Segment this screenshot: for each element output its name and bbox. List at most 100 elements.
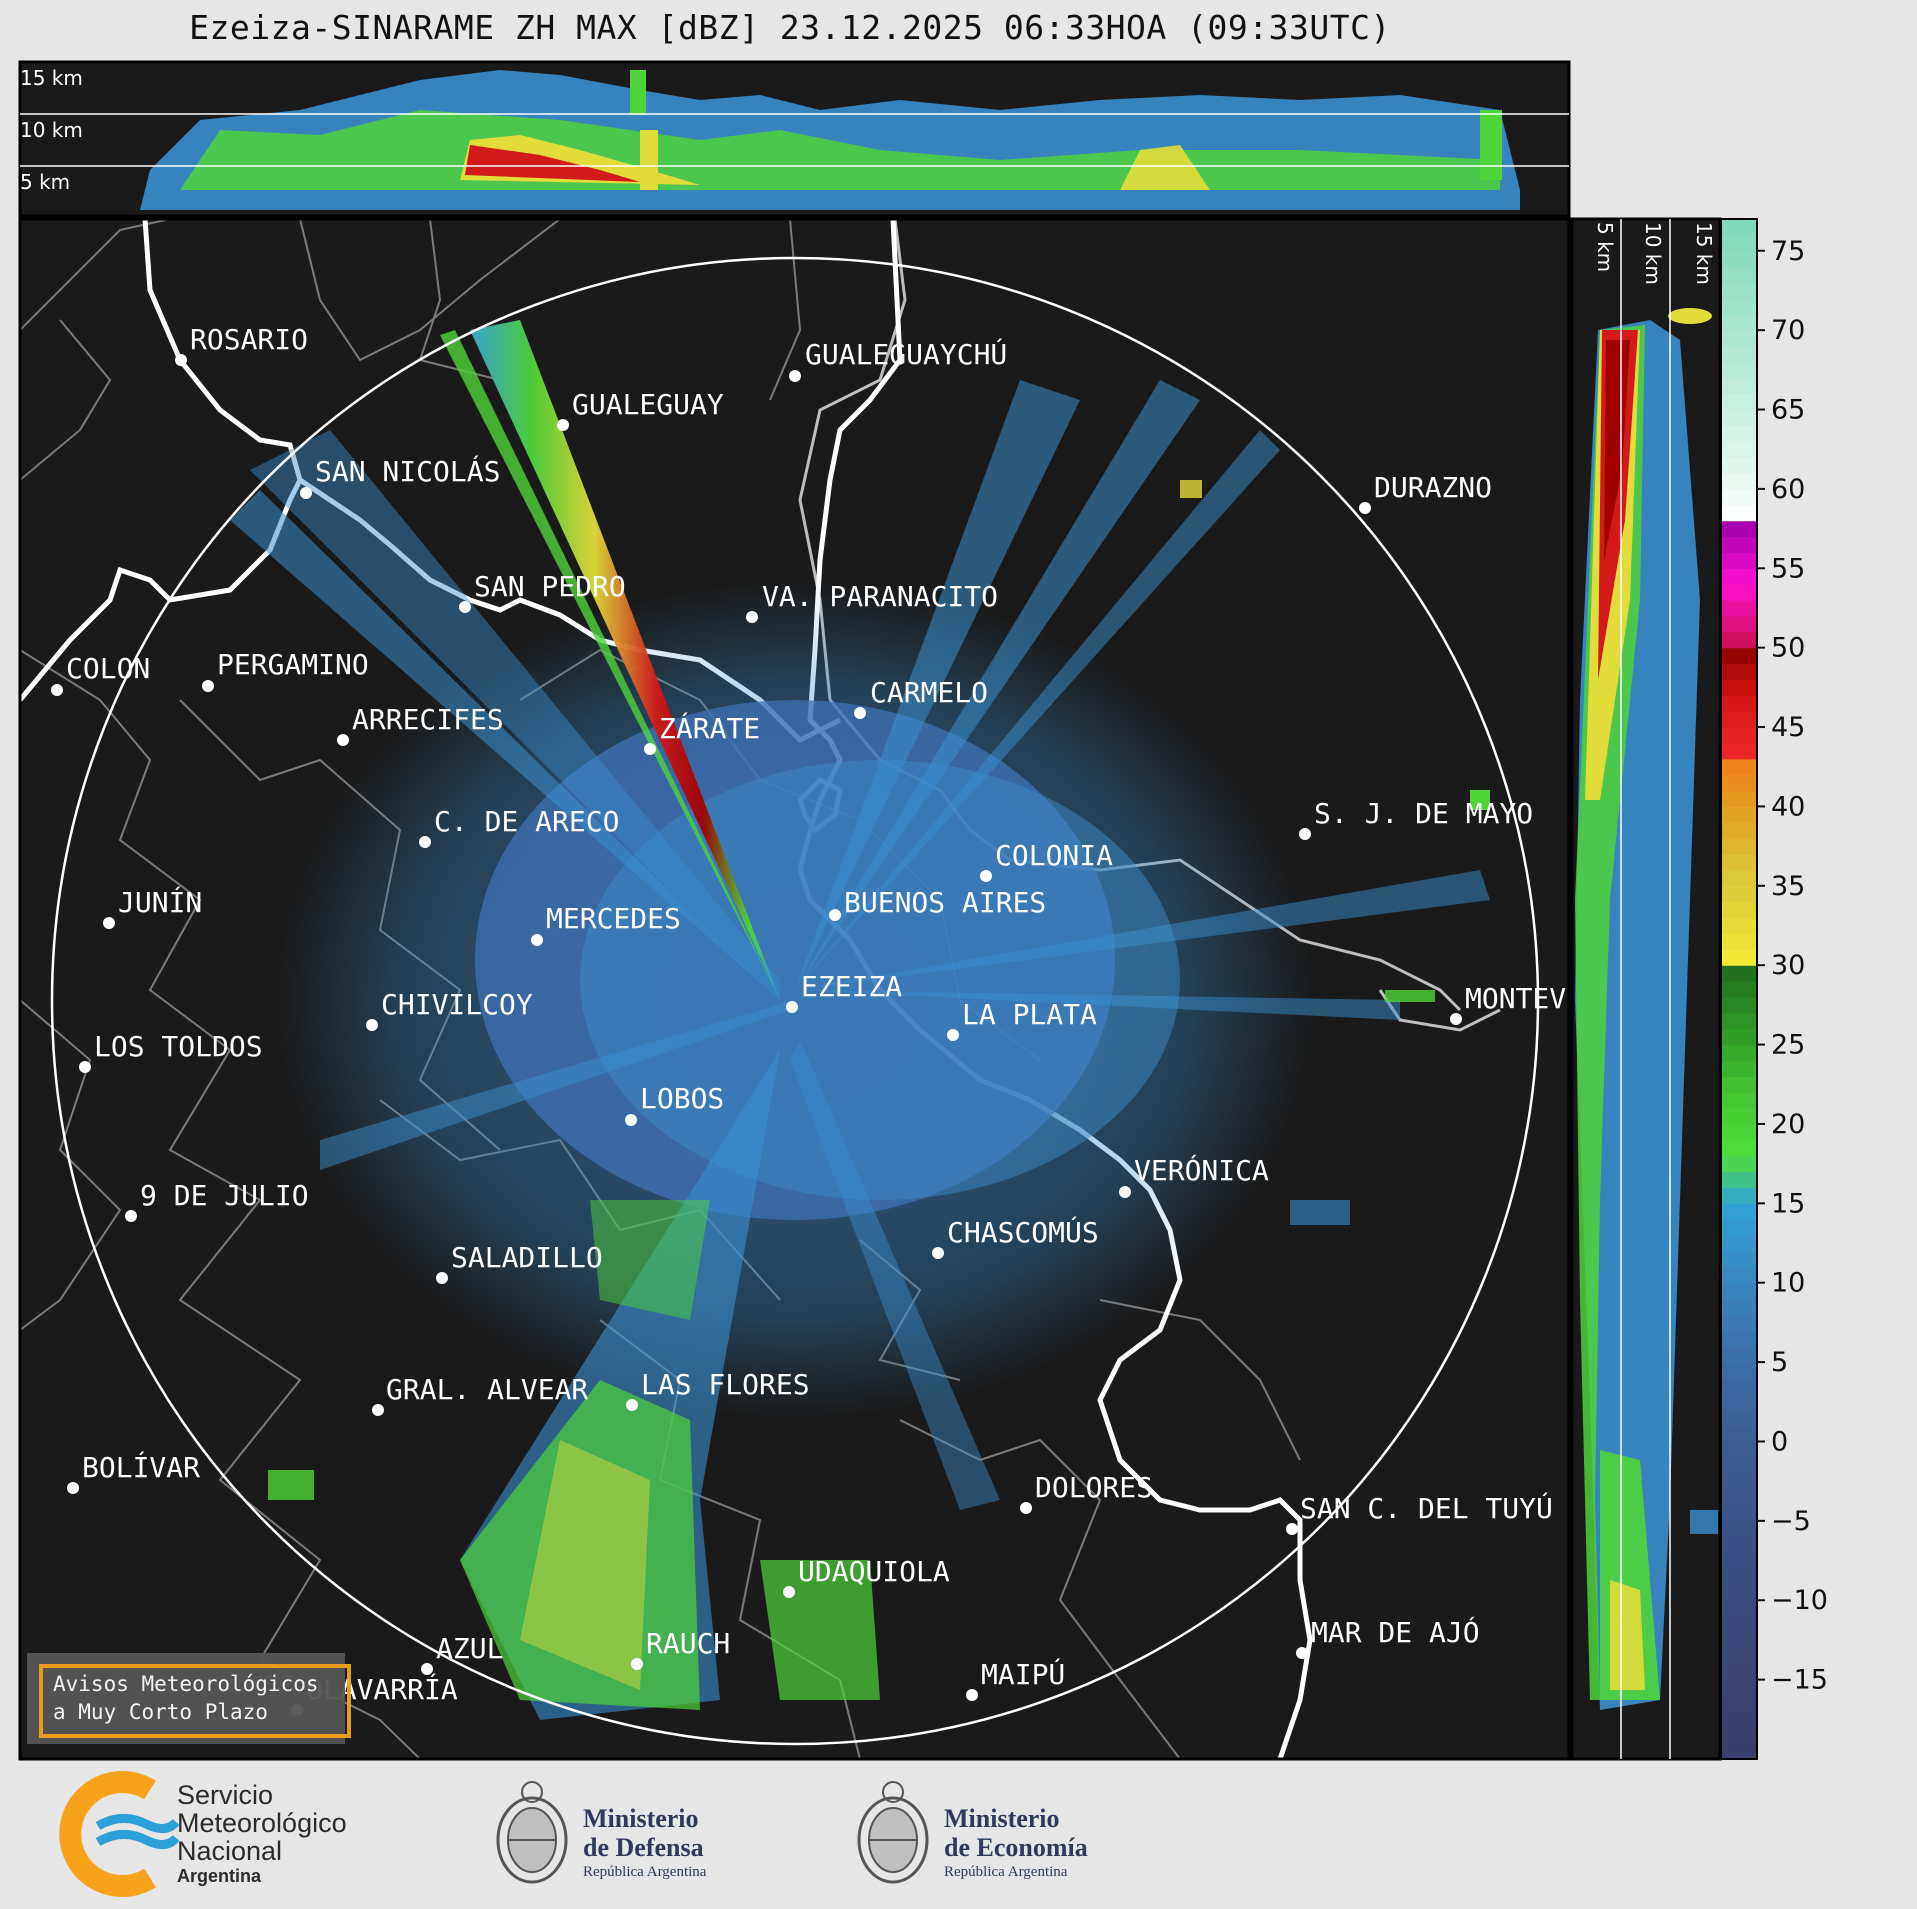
- smn-emblem-icon: [59, 1771, 180, 1897]
- colorbar-tick-label: 75: [1771, 236, 1805, 267]
- city-veronica: VERÓNICA: [1119, 1153, 1269, 1198]
- colorbar-tick-label: 40: [1771, 791, 1805, 822]
- svg-text:C. DE ARECO: C. DE ARECO: [434, 805, 619, 838]
- city-durazno: DURAZNO: [1359, 471, 1492, 514]
- warning-box[interactable]: Avisos Meteorológicos a Muy Corto Plazo: [27, 1653, 351, 1744]
- colorbar-segment: [1721, 1282, 1757, 1300]
- city-maipu: MAIPÚ: [966, 1657, 1065, 1701]
- colorbar-tick-label: −15: [1771, 1665, 1828, 1696]
- city-azul: AZUL: [421, 1632, 503, 1675]
- colorbar-segment: [1721, 1743, 1757, 1760]
- colorbar-tick-label: 0: [1771, 1426, 1788, 1457]
- colorbar-segment: [1721, 1377, 1757, 1395]
- colorbar-tick-label: 45: [1771, 712, 1805, 743]
- city-udaquiola: UDAQUIOLA: [783, 1555, 950, 1598]
- economia-logo: Ministerio de Economía República Argenti…: [857, 1781, 1088, 1884]
- svg-text:AZUL: AZUL: [436, 1632, 503, 1665]
- smn-line-4: Argentina: [177, 1866, 262, 1886]
- city-san-c-del-tuyu: SAN C. DEL TUYÚ: [1286, 1491, 1553, 1535]
- colorbar-tick-label: 10: [1771, 1268, 1805, 1299]
- colorbar-segment: [1721, 1393, 1757, 1411]
- map-panel: ROSARIO GUALEGUAYCHÚ GUALEGUAY SAN NICOL…: [18, 217, 1571, 1761]
- defensa-logo: Ministerio de Defensa República Argentin…: [496, 1781, 707, 1884]
- svg-text:LOS TOLDOS: LOS TOLDOS: [94, 1030, 263, 1063]
- colorbar-segment: [1721, 790, 1757, 808]
- svg-text:S. J. DE MAYO: S. J. DE MAYO: [1314, 797, 1533, 830]
- colorbar-segment: [1721, 1346, 1757, 1363]
- city-ezeiza: EZEIZA: [786, 970, 902, 1013]
- colorbar-segment: [1721, 1695, 1757, 1712]
- colorbar-segment: [1721, 441, 1757, 458]
- side-alt-label-10: 10 km: [1641, 222, 1665, 285]
- svg-text:GRAL. ALVEAR: GRAL. ALVEAR: [386, 1373, 588, 1406]
- svg-text:CARMELO: CARMELO: [870, 676, 988, 709]
- colorbar-segment: [1721, 282, 1757, 299]
- colorbar-segment: [1721, 981, 1757, 998]
- economia-line-3: República Argentina: [944, 1864, 1068, 1880]
- svg-text:CHASCOMÚS: CHASCOMÚS: [947, 1215, 1099, 1249]
- colorbar-segment: [1721, 965, 1757, 982]
- svg-text:MAIPÚ: MAIPÚ: [981, 1657, 1065, 1691]
- svg-text:VA. PARANACITO: VA. PARANACITO: [762, 580, 998, 613]
- colorbar-segment: [1721, 1504, 1757, 1522]
- colorbar-segment: [1721, 520, 1757, 538]
- chart-title: Ezeiza-SINARAME ZH MAX [dBZ] 23.12.2025 …: [189, 8, 1391, 47]
- svg-text:ROSARIO: ROSARIO: [190, 323, 308, 356]
- coat-of-arms-icon: [496, 1781, 568, 1884]
- warning-box-frame[interactable]: Avisos Meteorológicos a Muy Corto Plazo: [39, 1664, 351, 1738]
- colorbar-tick-label: 65: [1771, 395, 1805, 426]
- colorbar-segment: [1721, 933, 1757, 950]
- svg-text:BUENOS AIRES: BUENOS AIRES: [844, 886, 1046, 919]
- colorbar-segment: [1721, 1711, 1757, 1728]
- svg-text:SALADILLO: SALADILLO: [451, 1241, 603, 1274]
- city-mar-de-ajo: MAR DE AJÓ: [1296, 1615, 1480, 1659]
- colorbar-segment: [1721, 1235, 1757, 1252]
- colorbar-segment: [1721, 1060, 1757, 1077]
- city-gualeguaychu: GUALEGUAYCHÚ: [789, 337, 1007, 382]
- colorbar-segment: [1721, 901, 1757, 919]
- colorbar-segment: [1721, 1536, 1757, 1554]
- city-mercedes: MERCEDES: [531, 902, 681, 946]
- colorbar-segment: [1721, 1679, 1757, 1697]
- colorbar-segment: [1721, 1362, 1757, 1379]
- top-alt-label-15: 15 km: [20, 66, 83, 90]
- city-colonia: COLONIA: [980, 839, 1113, 882]
- colorbar-segment: [1721, 1441, 1757, 1458]
- colorbar-segment: [1721, 409, 1757, 426]
- colorbar-segment: [1721, 742, 1757, 760]
- svg-text:BOLÍVAR: BOLÍVAR: [82, 1450, 200, 1484]
- city-gral-alvear: GRAL. ALVEAR: [372, 1373, 588, 1416]
- city-layer: ROSARIO GUALEGUAYCHÚ GUALEGUAY SAN NICOL…: [51, 323, 1566, 1716]
- colorbar-segment: [1721, 1727, 1757, 1744]
- colorbar-segment: [1721, 1330, 1757, 1347]
- colorbar-tick-label: 60: [1771, 474, 1805, 505]
- colorbar-segment: [1721, 854, 1757, 871]
- colorbar-segment: [1721, 393, 1757, 411]
- colorbar-tick-label: 5: [1771, 1347, 1788, 1378]
- colorbar-segment: [1721, 1616, 1757, 1633]
- colorbar-segment: [1721, 361, 1757, 379]
- city-carmelo: CARMELO: [854, 676, 988, 719]
- colorbar-segment: [1721, 711, 1757, 728]
- svg-text:COLON: COLON: [66, 652, 150, 685]
- svg-text:LAS FLORES: LAS FLORES: [641, 1368, 810, 1401]
- colorbar-tick-label: −5: [1771, 1506, 1811, 1537]
- city-gualeguay: GUALEGUAY: [557, 388, 724, 431]
- colorbar-segment: [1721, 1663, 1757, 1681]
- defensa-line-2: de Defensa: [583, 1833, 704, 1862]
- colorbar-segment: [1721, 1409, 1757, 1427]
- city-zarate: ZÁRATE: [644, 711, 760, 755]
- colorbar-segment: [1721, 377, 1757, 395]
- colorbar-segment: [1721, 774, 1757, 792]
- svg-text:ZÁRATE: ZÁRATE: [659, 711, 760, 745]
- colorbar-tick-label: 55: [1771, 553, 1805, 584]
- colorbar-segment: [1721, 1584, 1757, 1601]
- svg-text:LOBOS: LOBOS: [640, 1082, 724, 1115]
- colorbar-segment: [1721, 1171, 1757, 1189]
- colorbar-segment: [1721, 250, 1757, 268]
- colorbar-segment: [1721, 488, 1757, 506]
- svg-text:MAR DE AJÓ: MAR DE AJÓ: [1311, 1615, 1480, 1649]
- colorbar-tick-label: 20: [1771, 1109, 1805, 1140]
- city-dolores: DOLORES: [1020, 1471, 1153, 1514]
- top-alt-label-5: 5 km: [20, 170, 70, 194]
